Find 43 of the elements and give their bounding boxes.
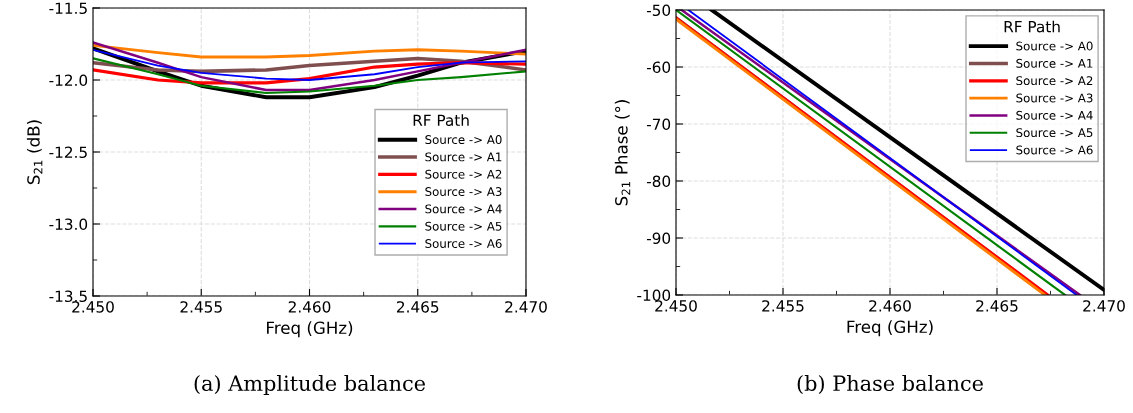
x-tick-label: 2.465 [397,301,439,313]
text: (a) Amplitude balance [194,374,426,396]
y-tick-label: -11.5 [49,2,87,15]
x-tick-label: 2.470 [505,301,547,313]
legend-label: Source -> A2 [425,169,502,179]
legend-label: Source -> A4 [1016,110,1093,120]
legend-label: Source -> A1 [1016,58,1093,68]
legend-label: Source -> A5 [425,221,502,231]
x-tick-label: 2.450 [655,300,697,312]
x-tick-label: 2.460 [288,301,331,313]
legend-label: Source -> A0 [425,135,502,145]
y-tick-label: -12.5 [49,146,87,159]
legend-title: RF Path [1004,20,1060,33]
y-tick-label: -13.0 [49,218,88,231]
x-tick-label: 2.470 [1083,300,1125,312]
y-tick-label: -90 [646,232,671,245]
x-tick-label: 2.460 [869,300,911,312]
legend-title: RF Path [413,114,469,127]
legend-label: Source -> A3 [425,187,502,197]
legend-label: Source -> A5 [1016,128,1093,138]
legend-label: Source -> A1 [425,152,502,162]
x-tick-label: 2.450 [72,301,114,313]
legend-label: Source -> A3 [1016,93,1093,103]
y-tick-label: -80 [646,175,671,188]
legend-label: Source -> A4 [425,204,502,214]
legend-label: Source -> A6 [425,239,502,248]
text: (b) Phase balance [797,374,983,394]
y-axis-title: S$_{21}$ (dB) [26,120,43,185]
legend-label: Source -> A2 [1016,76,1093,86]
x-axis-title: Freq (GHz) [267,321,353,338]
x-tick-label: 2.455 [180,301,222,313]
x-axis-title: Freq (GHz) [847,320,933,337]
y-tick-label: -60 [646,61,671,74]
y-tick-label: -100 [637,289,671,302]
y-axis-title: S$_{21}$ Phase (°) [614,100,631,206]
y-tick-label: -70 [646,118,671,131]
legend-label: Source -> A6 [1016,145,1093,155]
legend-label: Source -> A0 [1016,41,1093,51]
y-tick-label: -13.5 [49,290,87,303]
x-tick-label: 2.455 [762,300,804,312]
x-tick-label: 2.465 [976,300,1018,312]
y-tick-label: -12.0 [49,74,88,87]
y-tick-label: -50 [646,4,671,17]
